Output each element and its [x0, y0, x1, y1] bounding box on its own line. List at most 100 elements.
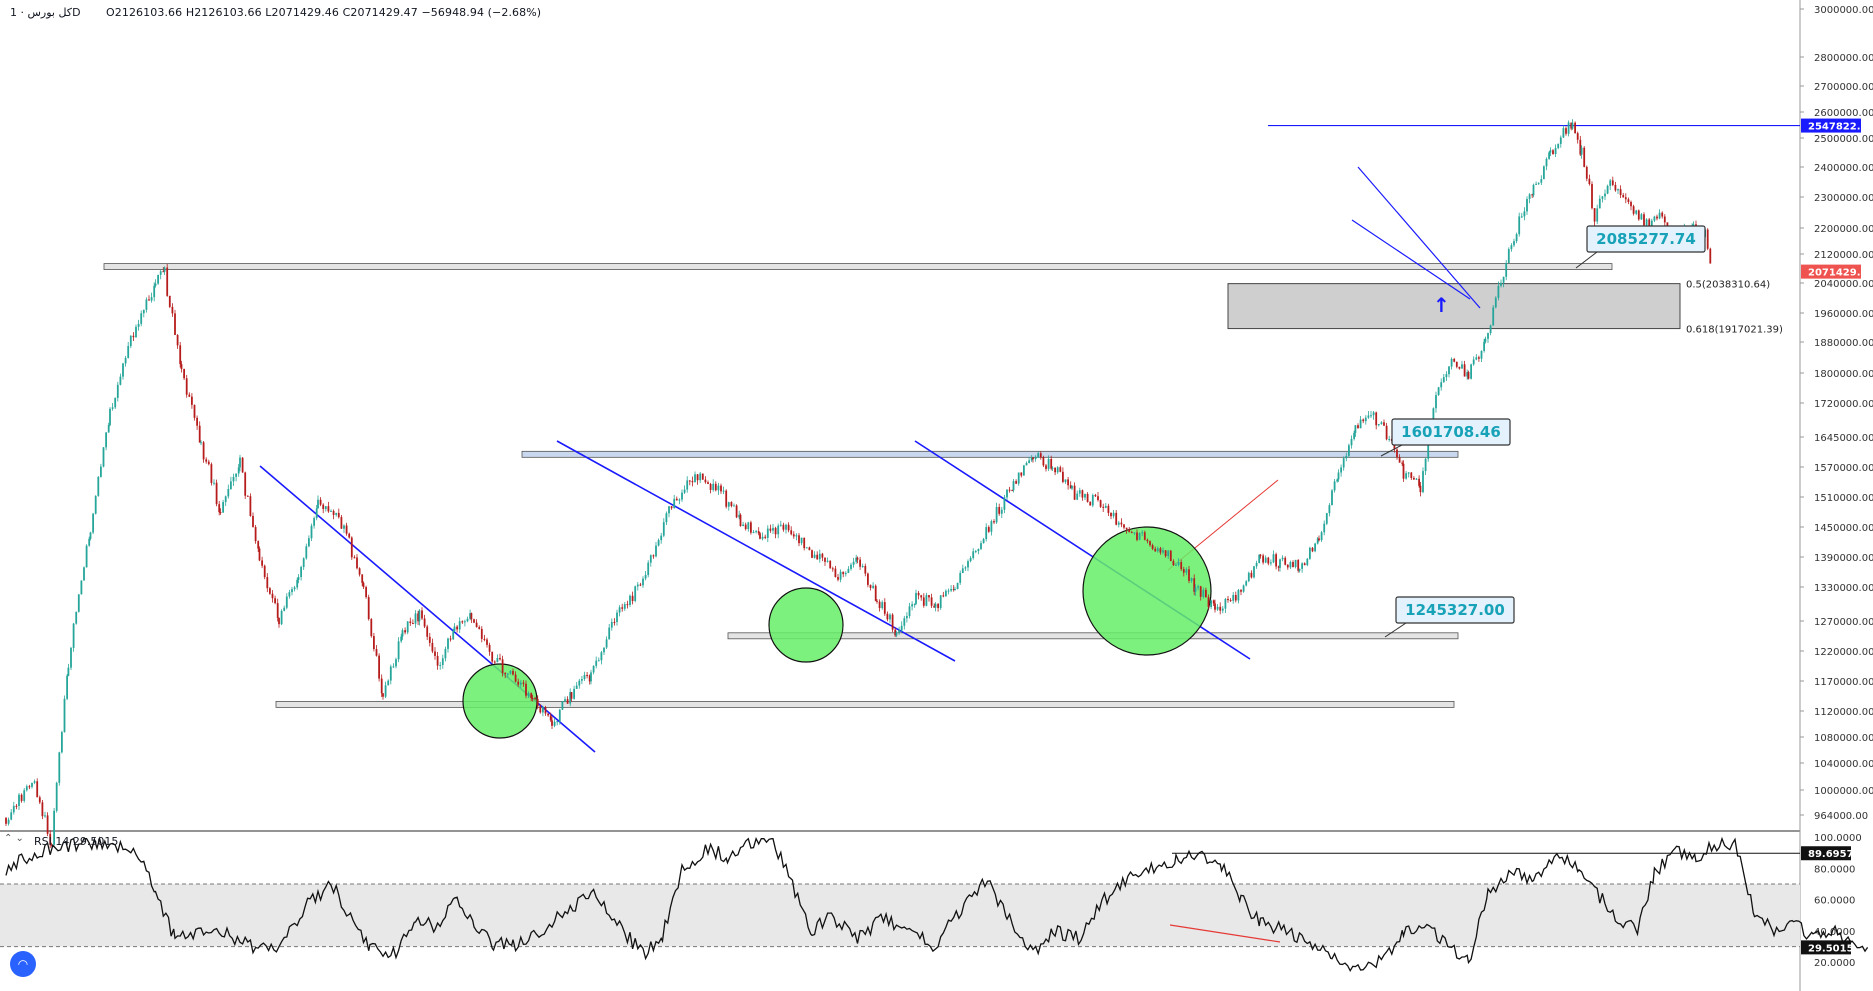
candle-body: [530, 693, 533, 698]
candle-body: [974, 551, 977, 553]
candle-body: [652, 555, 655, 557]
candle-body: [72, 623, 75, 648]
price-tick-label: 2300000.00: [1814, 193, 1873, 204]
candle-body: [985, 527, 988, 540]
candle-body: [1402, 463, 1405, 479]
price-tick-label: 1120000.00: [1814, 707, 1873, 718]
candle-body: [798, 535, 800, 544]
candle-body: [1528, 194, 1531, 199]
candle-body: [1470, 364, 1472, 379]
candles: [5, 119, 1712, 849]
candle-body: [185, 378, 188, 395]
candle-body: [1440, 382, 1443, 388]
candle-body: [722, 490, 725, 492]
candle-body: [85, 545, 88, 568]
candle-body: [597, 660, 600, 662]
candle-body: [1543, 166, 1545, 180]
callout-pointer: [1380, 444, 1403, 457]
symbol-title[interactable]: کل بورس · 1D: [10, 6, 81, 19]
candle-body: [227, 489, 230, 497]
candle-body: [913, 603, 916, 605]
candle-body: [135, 326, 137, 338]
candle-body: [1362, 419, 1365, 422]
candle-body: [1535, 183, 1537, 185]
candle-body: [993, 521, 995, 523]
candle-body: [855, 557, 858, 562]
candle-body: [655, 545, 657, 557]
candle-body: [1143, 532, 1146, 540]
candle-body: [249, 496, 252, 516]
candle-body: [747, 522, 750, 530]
candle-body: [1567, 122, 1570, 134]
candle-body: [891, 614, 894, 630]
candle-body: [509, 670, 512, 674]
candle-body: [1212, 600, 1215, 604]
candle-body: [157, 274, 159, 284]
candle-body: [119, 376, 122, 385]
rsi-value: 29.5015: [72, 835, 119, 848]
candle-body: [536, 698, 539, 707]
candle-body: [1565, 128, 1567, 134]
candle-body: [1706, 229, 1709, 249]
candle-body: [330, 510, 332, 512]
rsi-tick-label: 100.0000: [1814, 833, 1862, 844]
rsi-current-badge: 29.5015: [1808, 943, 1854, 954]
candle-body: [15, 805, 18, 807]
candle-body: [1071, 485, 1073, 489]
candle-body: [842, 571, 845, 575]
candle-body: [1270, 562, 1272, 564]
candle-body: [470, 613, 473, 620]
candle-body: [375, 649, 378, 656]
candle-body: [821, 553, 824, 558]
candle-body: [389, 666, 392, 681]
candle-body: [1255, 562, 1258, 567]
candle-body: [33, 781, 36, 783]
highlight-circle: [1082, 526, 1212, 656]
candle-body: [1117, 522, 1120, 525]
candle-body: [409, 621, 412, 624]
candle-body: [861, 565, 864, 567]
candle-body: [5, 817, 7, 824]
candle-body: [426, 626, 429, 637]
candle-body: [1086, 493, 1089, 502]
candle-body: [1298, 568, 1301, 571]
candle-body: [1576, 133, 1579, 140]
candle-body: [813, 554, 816, 558]
candle-body: [730, 502, 733, 506]
candle-body: [790, 530, 793, 535]
candle-body: [933, 605, 936, 608]
rsi-tick-label: 40.0000: [1814, 927, 1855, 938]
candle-body: [895, 632, 898, 636]
candle-body: [945, 590, 947, 597]
candle-body: [1513, 241, 1515, 246]
candle-body: [1632, 206, 1635, 214]
candle-body: [137, 323, 140, 327]
candle-body: [356, 557, 358, 569]
candle-body: [1253, 566, 1255, 578]
candle-body: [1267, 557, 1270, 564]
candle-body: [1167, 550, 1170, 557]
candle-body: [1552, 150, 1554, 155]
candle-body: [694, 474, 696, 483]
candle-body: [452, 630, 455, 640]
tradingview-logo-icon[interactable]: ◠: [10, 951, 36, 977]
candle-body: [712, 483, 715, 490]
collapse-pane-button[interactable]: ⌃ ⌄: [4, 833, 24, 844]
price-tick-label: 2200000.00: [1814, 224, 1873, 235]
candle-body: [805, 547, 808, 549]
candle-body: [428, 636, 431, 643]
candle-body: [179, 345, 182, 365]
candle-body: [400, 636, 403, 642]
candle-body: [980, 543, 982, 549]
candle-body: [631, 595, 634, 602]
candle-body: [75, 611, 78, 624]
candle-body: [995, 507, 998, 523]
candle-body: [1348, 445, 1350, 456]
candle-body: [556, 721, 559, 723]
candle-body: [1487, 333, 1489, 339]
candle-body: [1656, 216, 1658, 219]
price-tick-label: 1570000.00: [1814, 463, 1873, 474]
candle-body: [623, 604, 626, 609]
candle-body: [600, 652, 603, 661]
